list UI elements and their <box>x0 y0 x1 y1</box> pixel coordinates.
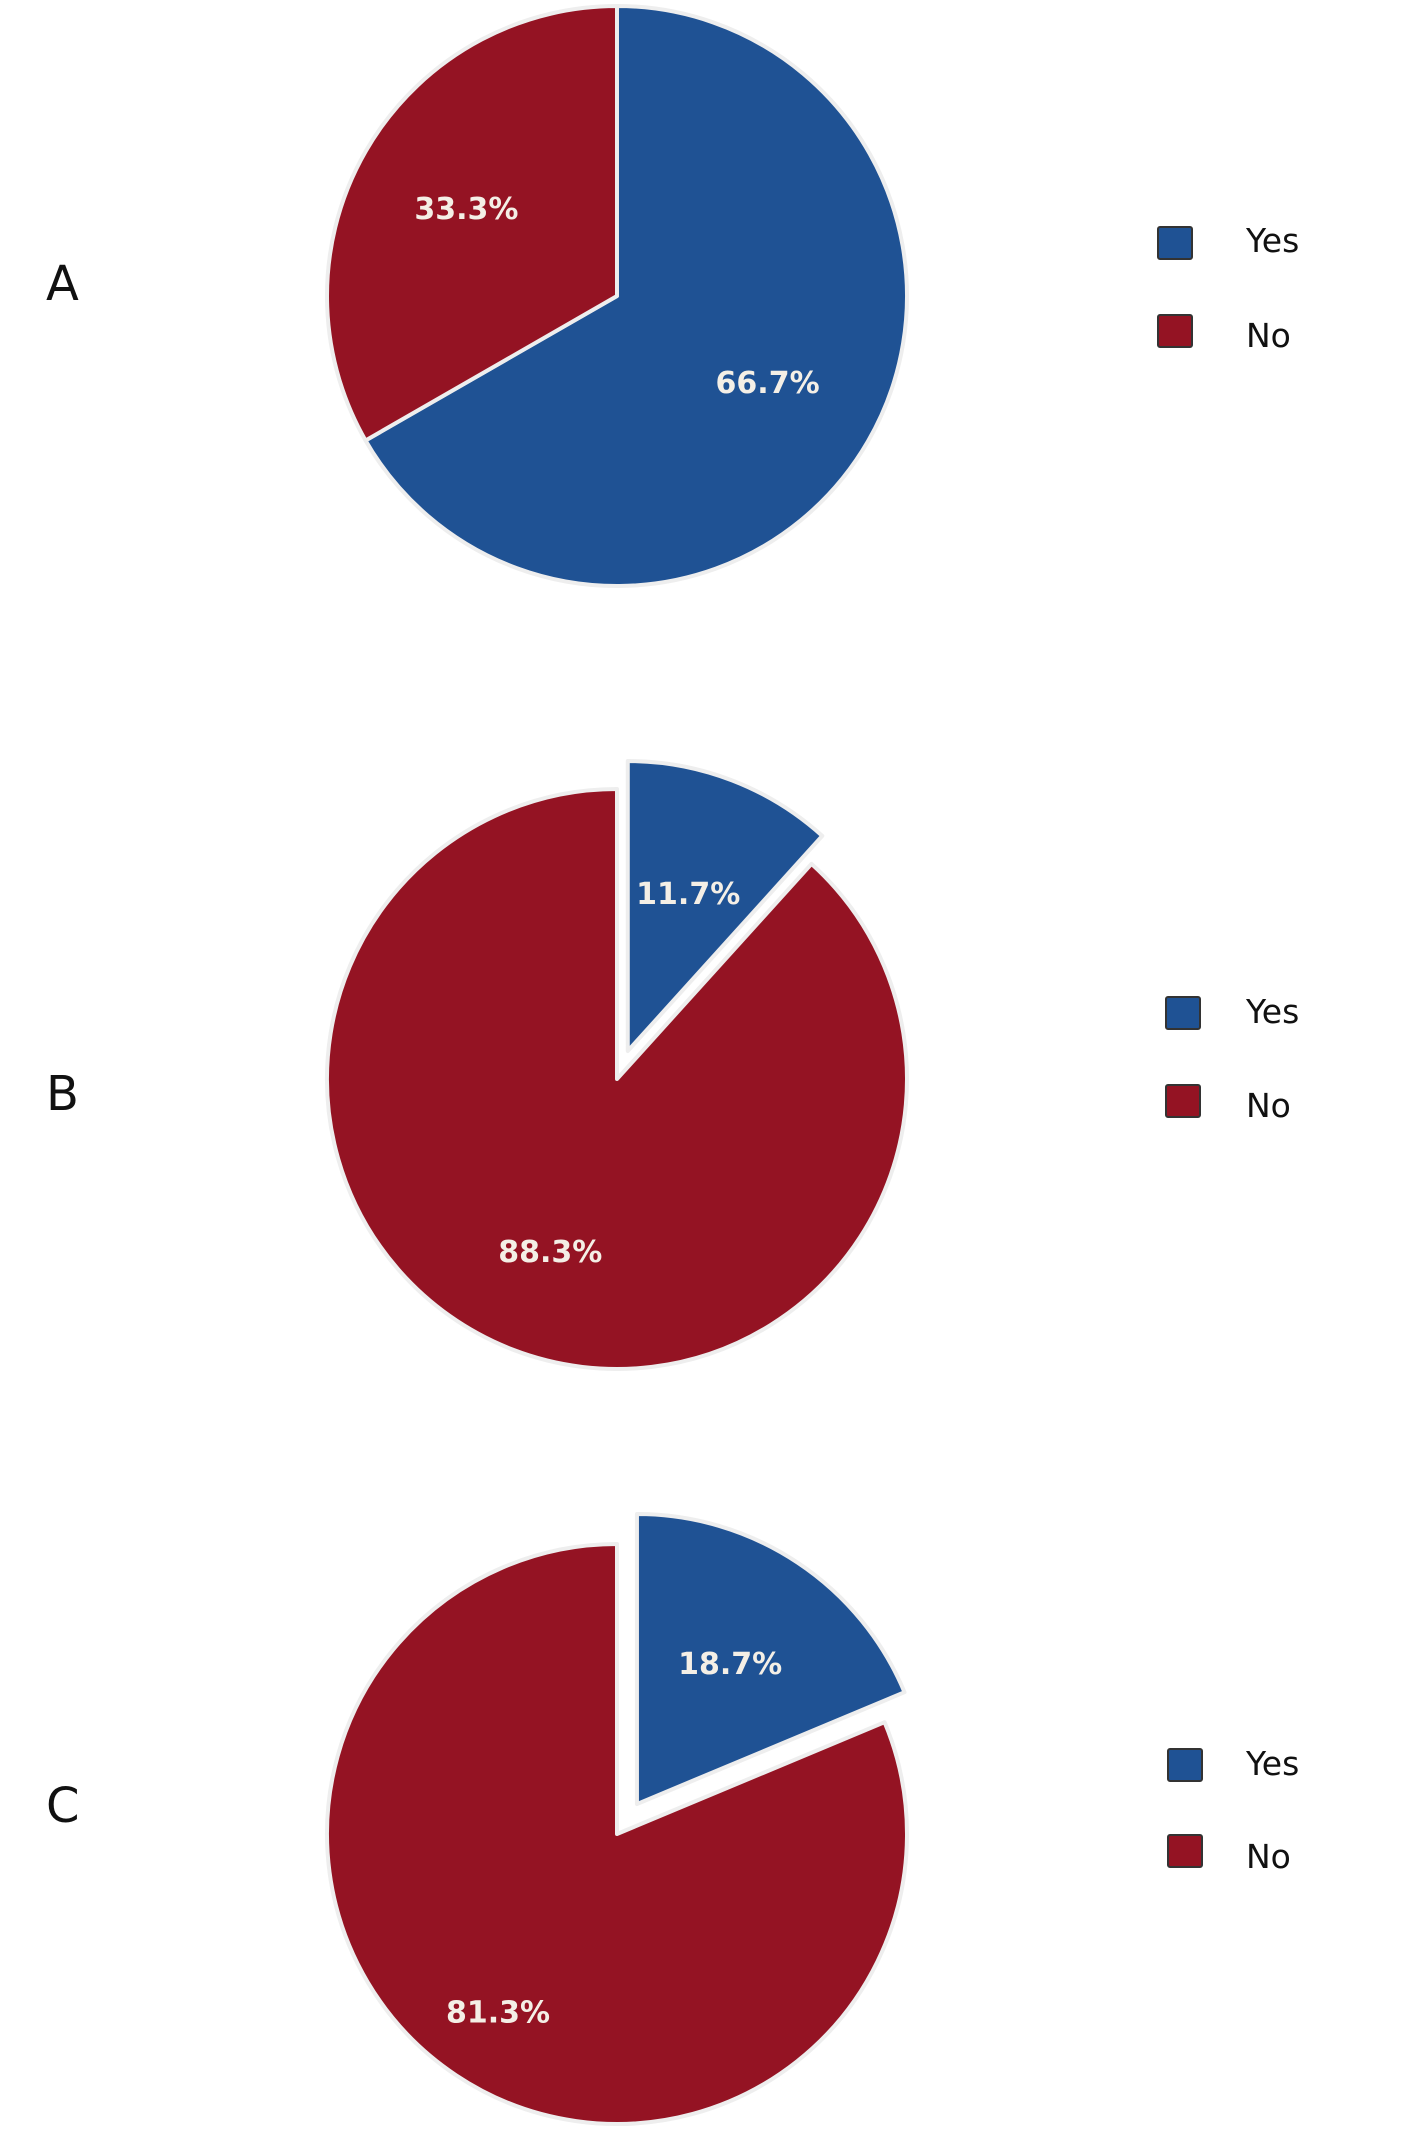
pie-slice-no <box>325 1542 909 2126</box>
legend-swatch-no-a <box>1157 314 1193 348</box>
legend-swatch-no-c <box>1167 1834 1203 1868</box>
pie-slice-no <box>325 787 909 1371</box>
legend-label-no-a: No <box>1246 316 1291 355</box>
slice-label-no: 81.3% <box>446 1996 550 2031</box>
pie-slice-yes <box>363 4 909 588</box>
panel-a: A 66.7% 33.3% Yes No <box>46 4 1299 588</box>
legend-b: Yes No <box>1165 992 1299 1125</box>
legend-label-no-b: No <box>1246 1086 1291 1125</box>
slice-label-no: 33.3% <box>414 192 518 227</box>
slice-label-no: 88.3% <box>498 1235 602 1270</box>
legend-c: Yes No <box>1167 1744 1299 1876</box>
legend-a: Yes No <box>1157 221 1299 355</box>
pie-slice-no <box>325 4 619 443</box>
legend-swatch-yes-c <box>1167 1748 1203 1782</box>
slice-label-yes: 11.7% <box>636 877 740 912</box>
legend-label-yes-b: Yes <box>1245 992 1299 1031</box>
slice-label-yes: 18.7% <box>678 1647 782 1682</box>
pie-a: 66.7% 33.3% <box>325 4 909 588</box>
pie-b: 11.7% 88.3% <box>325 759 909 1371</box>
legend-label-no-c: No <box>1246 1837 1291 1876</box>
panel-c: C 18.7% 81.3% Yes No <box>46 1512 1299 2126</box>
panel-label-b: B <box>46 1066 79 1122</box>
legend-swatch-no-b <box>1165 1084 1201 1118</box>
legend-swatch-yes-a <box>1157 226 1193 260</box>
panel-b: B 11.7% 88.3% Yes No <box>46 759 1299 1371</box>
legend-swatch-yes-b <box>1165 996 1201 1030</box>
legend-label-yes-c: Yes <box>1245 1744 1299 1783</box>
panel-label-c: C <box>46 1778 80 1834</box>
pie-slice-yes <box>634 1512 907 1807</box>
pie-c: 18.7% 81.3% <box>325 1512 909 2126</box>
legend-label-yes-a: Yes <box>1245 221 1299 260</box>
panel-label-a: A <box>46 256 79 312</box>
pie-slice-yes <box>625 759 825 1053</box>
slice-label-yes: 66.7% <box>716 366 820 401</box>
